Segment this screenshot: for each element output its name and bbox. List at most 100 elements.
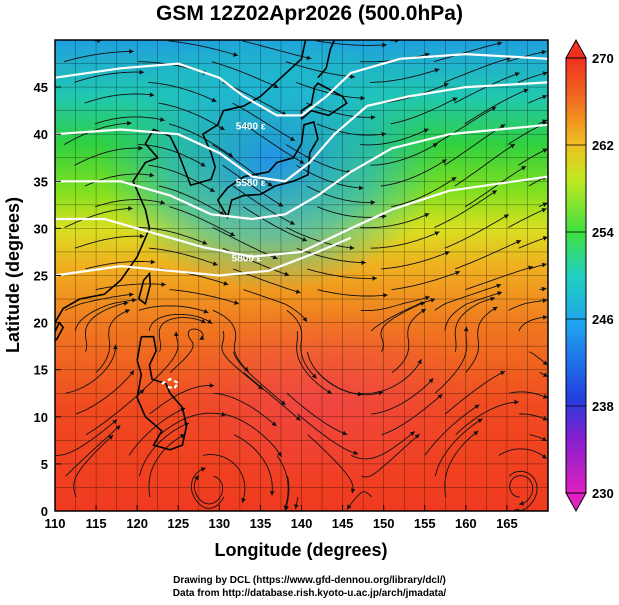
streamline — [64, 293, 134, 311]
streamline — [508, 391, 548, 399]
colorbar-tick-label: 230 — [592, 486, 614, 501]
colorbar-min-arrow — [565, 492, 587, 513]
streamline-arrow — [463, 326, 469, 332]
streamline — [306, 185, 376, 203]
streamline-arrow — [492, 306, 498, 312]
streamline-arrow — [124, 309, 130, 314]
streamline — [148, 81, 217, 103]
streamline — [307, 268, 377, 279]
streamline — [380, 302, 426, 353]
streamline — [84, 302, 129, 352]
height-contour — [55, 236, 352, 277]
colorbar-tick-label: 270 — [592, 51, 614, 66]
coastline — [317, 40, 336, 79]
streamline — [434, 418, 483, 477]
y-tick-label: 35 — [34, 174, 48, 189]
streamline — [223, 413, 283, 457]
streamline-arrow — [510, 144, 515, 149]
streamline-arrow — [223, 280, 229, 286]
streamline-arrow — [437, 394, 443, 399]
streamline — [454, 239, 522, 270]
streamline-arrow — [271, 421, 277, 427]
streamline-arrow — [228, 152, 233, 157]
streamline — [498, 448, 547, 460]
x-tick-label: 120 — [126, 516, 148, 531]
streamline — [233, 434, 273, 496]
x-tick-label: 115 — [86, 516, 107, 531]
x-tick-label: 140 — [291, 516, 313, 531]
streamline — [518, 316, 548, 332]
x-axis-title: Longitude (degrees) — [214, 540, 387, 560]
streamline — [445, 370, 506, 415]
streamline — [346, 491, 373, 510]
streamline — [85, 261, 156, 270]
streamline — [159, 412, 227, 436]
streamline-arrow — [149, 92, 155, 98]
streamline-arrow — [123, 301, 129, 306]
streamline — [74, 147, 143, 166]
streamline — [454, 143, 516, 187]
streamline-arrow — [425, 295, 430, 301]
streamline-arrow — [112, 419, 118, 425]
streamline — [212, 227, 278, 260]
colorbar-max-arrow — [565, 38, 587, 59]
height-contour — [161, 377, 180, 390]
streamline — [296, 164, 364, 189]
y-tick-label: 0 — [41, 504, 48, 519]
streamline — [391, 176, 457, 208]
streamline — [507, 50, 547, 63]
streamline-arrow — [289, 136, 295, 141]
streamline-arrow — [326, 389, 332, 394]
streamline-arrow — [443, 82, 449, 88]
streamline-arrow — [131, 297, 137, 303]
streamline-arrow — [542, 71, 548, 76]
streamline-arrow — [350, 74, 355, 80]
y-axis-title: Latitude (degrees) — [3, 197, 23, 353]
streamline — [169, 328, 204, 373]
streamline — [391, 271, 461, 291]
credit-drawing: Drawing by DCL (https://www.gfd-dennou.o… — [173, 575, 446, 586]
streamline — [276, 455, 289, 511]
streamline-arrow — [273, 83, 279, 89]
x-tick-label: 165 — [496, 516, 518, 531]
streamline — [211, 144, 273, 187]
streamline-arrow — [434, 68, 440, 73]
streamline-arrow — [129, 370, 135, 376]
streamline-arrow — [294, 504, 299, 509]
y-tick-label: 45 — [34, 80, 48, 95]
streamline — [94, 116, 165, 125]
colorbar-tick-label: 254 — [592, 225, 614, 240]
streamline-arrow — [115, 425, 121, 431]
streamline-arrow — [281, 111, 287, 116]
x-tick-label: 145 — [332, 516, 354, 531]
streamline-arrow — [434, 231, 440, 236]
streamline — [424, 404, 480, 456]
streamline-arrow — [500, 371, 505, 376]
streamline-arrow — [541, 49, 547, 55]
streamline — [73, 434, 114, 498]
streamline-arrow — [542, 298, 548, 303]
streamline-arrow — [474, 404, 480, 410]
streamline — [285, 61, 355, 78]
streamline — [286, 310, 317, 379]
streamline — [221, 331, 263, 390]
streamline — [361, 433, 420, 478]
streamline — [370, 68, 440, 83]
streamline-arrow — [267, 181, 273, 187]
streamline-arrow — [473, 431, 479, 436]
coastline — [136, 335, 188, 451]
x-tick-label: 150 — [373, 516, 395, 531]
streamline — [84, 93, 155, 104]
streamline-arrow — [233, 52, 238, 57]
streamline — [190, 467, 225, 509]
streamline — [317, 289, 388, 297]
streamline-arrow — [541, 208, 547, 213]
colorbar: 230 238 246 254 262 270 — [565, 38, 614, 513]
streamline — [350, 431, 416, 460]
streamline — [193, 475, 224, 505]
streamline — [139, 422, 190, 477]
streamline-arrow — [149, 172, 155, 178]
colorbar-tick-label: 262 — [592, 138, 614, 153]
streamline — [444, 214, 510, 249]
streamline — [75, 370, 135, 415]
